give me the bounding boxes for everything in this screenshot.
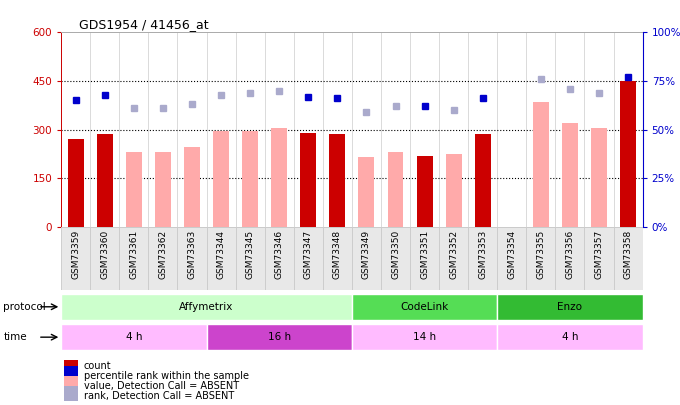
Bar [207, 324, 352, 350]
Bar [235, 227, 265, 290]
Bar [97, 134, 113, 227]
Bar [177, 227, 207, 290]
Text: Affymetrix: Affymetrix [180, 302, 234, 312]
Bar [388, 152, 403, 227]
Text: percentile rank within the sample: percentile rank within the sample [84, 371, 249, 381]
Bar [64, 365, 78, 386]
Text: Enzo: Enzo [558, 302, 583, 312]
Text: GSM73352: GSM73352 [449, 230, 458, 279]
Bar [585, 227, 613, 290]
Text: 4 h: 4 h [562, 332, 578, 342]
Bar [533, 102, 549, 227]
Bar [439, 227, 468, 290]
Text: GSM73348: GSM73348 [333, 230, 342, 279]
Bar [294, 227, 323, 290]
Bar [207, 227, 235, 290]
Bar [445, 154, 462, 227]
Bar [301, 133, 316, 227]
Bar [271, 128, 287, 227]
Text: 14 h: 14 h [413, 332, 436, 342]
Bar [148, 227, 177, 290]
Text: GSM73362: GSM73362 [158, 230, 167, 279]
Bar [68, 139, 84, 227]
Text: 16 h: 16 h [268, 332, 291, 342]
Bar [184, 147, 200, 227]
Text: 4 h: 4 h [126, 332, 142, 342]
Bar [497, 227, 526, 290]
Bar [265, 227, 294, 290]
Bar [468, 227, 497, 290]
Text: GSM73353: GSM73353 [478, 230, 487, 279]
Text: GSM73344: GSM73344 [217, 230, 226, 279]
Bar [613, 227, 643, 290]
Bar [475, 134, 491, 227]
Text: GSM73358: GSM73358 [624, 230, 632, 279]
Text: GSM73360: GSM73360 [101, 230, 109, 279]
Bar [90, 227, 120, 290]
Bar [358, 157, 375, 227]
Text: rank, Detection Call = ABSENT: rank, Detection Call = ABSENT [84, 391, 234, 401]
Bar [120, 227, 148, 290]
Text: GSM73347: GSM73347 [304, 230, 313, 279]
Text: GSM73355: GSM73355 [537, 230, 545, 279]
Text: GSM73349: GSM73349 [362, 230, 371, 279]
Text: CodeLink: CodeLink [401, 302, 449, 312]
Text: GSM73346: GSM73346 [275, 230, 284, 279]
Text: GSM73354: GSM73354 [507, 230, 516, 279]
Text: GSM73363: GSM73363 [188, 230, 197, 279]
Text: GSM73351: GSM73351 [420, 230, 429, 279]
Bar [417, 156, 432, 227]
Bar [64, 386, 78, 405]
Bar [61, 324, 207, 350]
Bar [323, 227, 352, 290]
Bar [64, 376, 78, 396]
Text: GSM73356: GSM73356 [566, 230, 575, 279]
Bar [64, 356, 78, 376]
Text: GSM73350: GSM73350 [391, 230, 400, 279]
Bar [126, 152, 142, 227]
Bar [497, 324, 643, 350]
Text: GSM73359: GSM73359 [71, 230, 80, 279]
Bar [591, 128, 607, 227]
Bar [213, 131, 229, 227]
Bar [497, 294, 643, 320]
Text: GSM73345: GSM73345 [245, 230, 254, 279]
Bar [155, 152, 171, 227]
Bar [352, 227, 381, 290]
Bar [352, 324, 497, 350]
Text: protocol: protocol [3, 302, 46, 312]
Bar [526, 227, 556, 290]
Bar [61, 227, 90, 290]
Text: time: time [3, 332, 27, 342]
Bar [352, 294, 497, 320]
Text: GSM73357: GSM73357 [594, 230, 603, 279]
Text: count: count [84, 360, 112, 371]
Bar [620, 81, 636, 227]
Bar [556, 227, 585, 290]
Text: value, Detection Call = ABSENT: value, Detection Call = ABSENT [84, 381, 239, 391]
Text: GDS1954 / 41456_at: GDS1954 / 41456_at [79, 18, 208, 31]
Bar [242, 131, 258, 227]
Bar [61, 294, 352, 320]
Bar [329, 134, 345, 227]
Text: GSM73361: GSM73361 [129, 230, 138, 279]
Bar [381, 227, 410, 290]
Bar [410, 227, 439, 290]
Bar [562, 123, 578, 227]
